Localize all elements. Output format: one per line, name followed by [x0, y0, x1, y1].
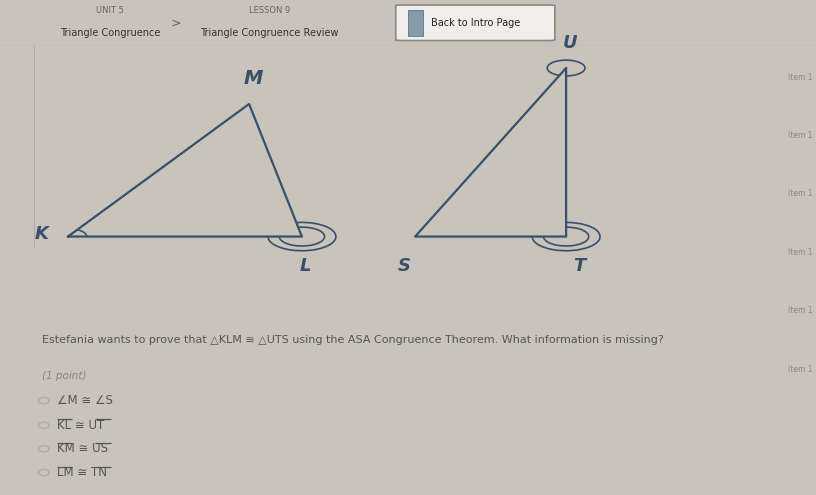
Text: Triangle Congruence Review: Triangle Congruence Review: [200, 28, 339, 38]
Text: T: T: [574, 257, 586, 275]
Text: (1 point): (1 point): [42, 371, 86, 381]
FancyBboxPatch shape: [396, 5, 555, 41]
Text: Item 1: Item 1: [788, 365, 813, 374]
Text: KM ≅ US: KM ≅ US: [56, 442, 108, 455]
Text: LESSON 9: LESSON 9: [249, 5, 290, 14]
Text: Back to Intro Page: Back to Intro Page: [431, 18, 521, 28]
Text: Item 1: Item 1: [788, 131, 813, 140]
FancyBboxPatch shape: [408, 10, 423, 36]
Text: ∠M ≅ ∠S: ∠M ≅ ∠S: [56, 394, 113, 407]
Text: LM ≅ TN: LM ≅ TN: [56, 466, 107, 479]
Text: Item 1: Item 1: [788, 306, 813, 315]
Text: K: K: [35, 225, 49, 244]
Text: Estefania wants to prove that △KLM ≅ △UTS using the ASA Congruence Theorem. What: Estefania wants to prove that △KLM ≅ △UT…: [42, 335, 663, 345]
Text: Item 1: Item 1: [788, 72, 813, 82]
Text: M: M: [243, 69, 263, 88]
Text: U: U: [562, 34, 577, 52]
Text: UNIT 5: UNIT 5: [96, 5, 124, 14]
Text: Item 1: Item 1: [788, 248, 813, 257]
Text: KL ≅ UT: KL ≅ UT: [56, 419, 104, 432]
Text: L: L: [300, 257, 312, 275]
Text: >: >: [171, 16, 180, 29]
Text: Triangle Congruence: Triangle Congruence: [60, 28, 161, 38]
Text: S: S: [397, 257, 410, 275]
Text: Item 1: Item 1: [788, 190, 813, 198]
